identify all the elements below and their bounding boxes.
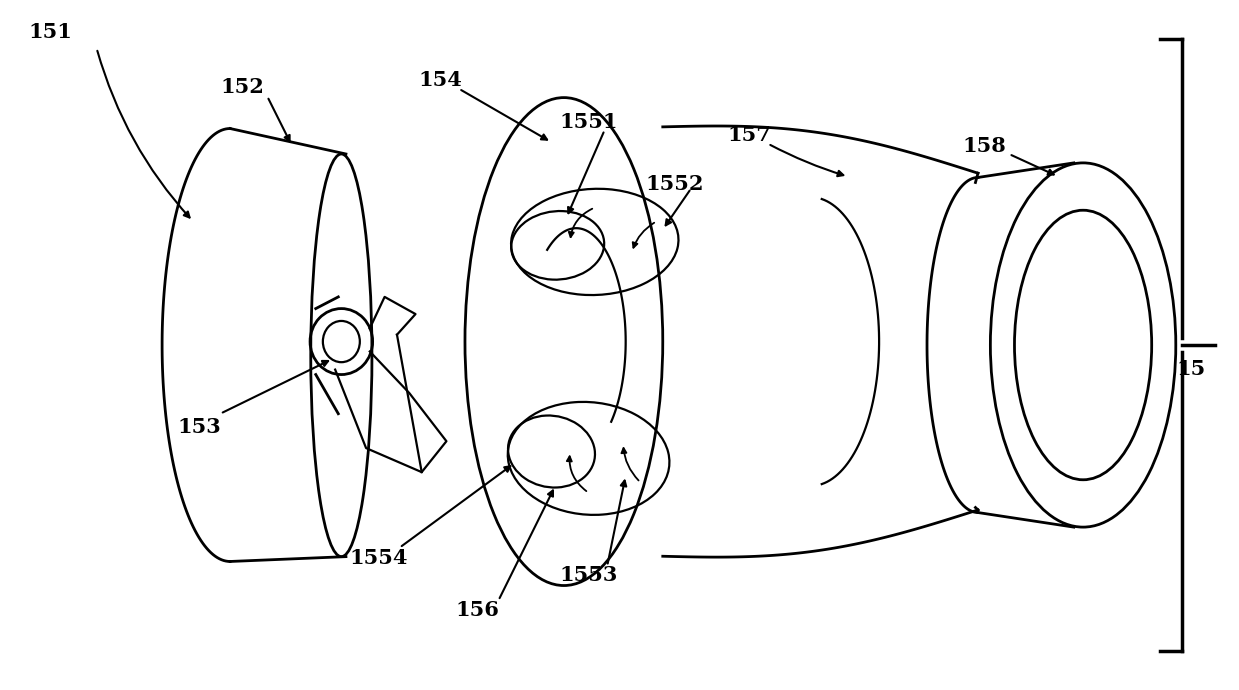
Text: 15: 15 [1176, 359, 1206, 379]
Text: 153: 153 [177, 417, 221, 437]
Text: 1553: 1553 [559, 565, 618, 585]
Text: 157: 157 [727, 126, 771, 146]
Text: 1552: 1552 [646, 173, 705, 193]
Text: 154: 154 [419, 70, 462, 90]
Text: 156: 156 [456, 600, 499, 620]
Text: 151: 151 [28, 22, 73, 42]
Text: 152: 152 [221, 77, 264, 97]
Text: 1554: 1554 [349, 548, 408, 568]
Text: 158: 158 [963, 136, 1006, 156]
Text: 1551: 1551 [559, 112, 618, 132]
